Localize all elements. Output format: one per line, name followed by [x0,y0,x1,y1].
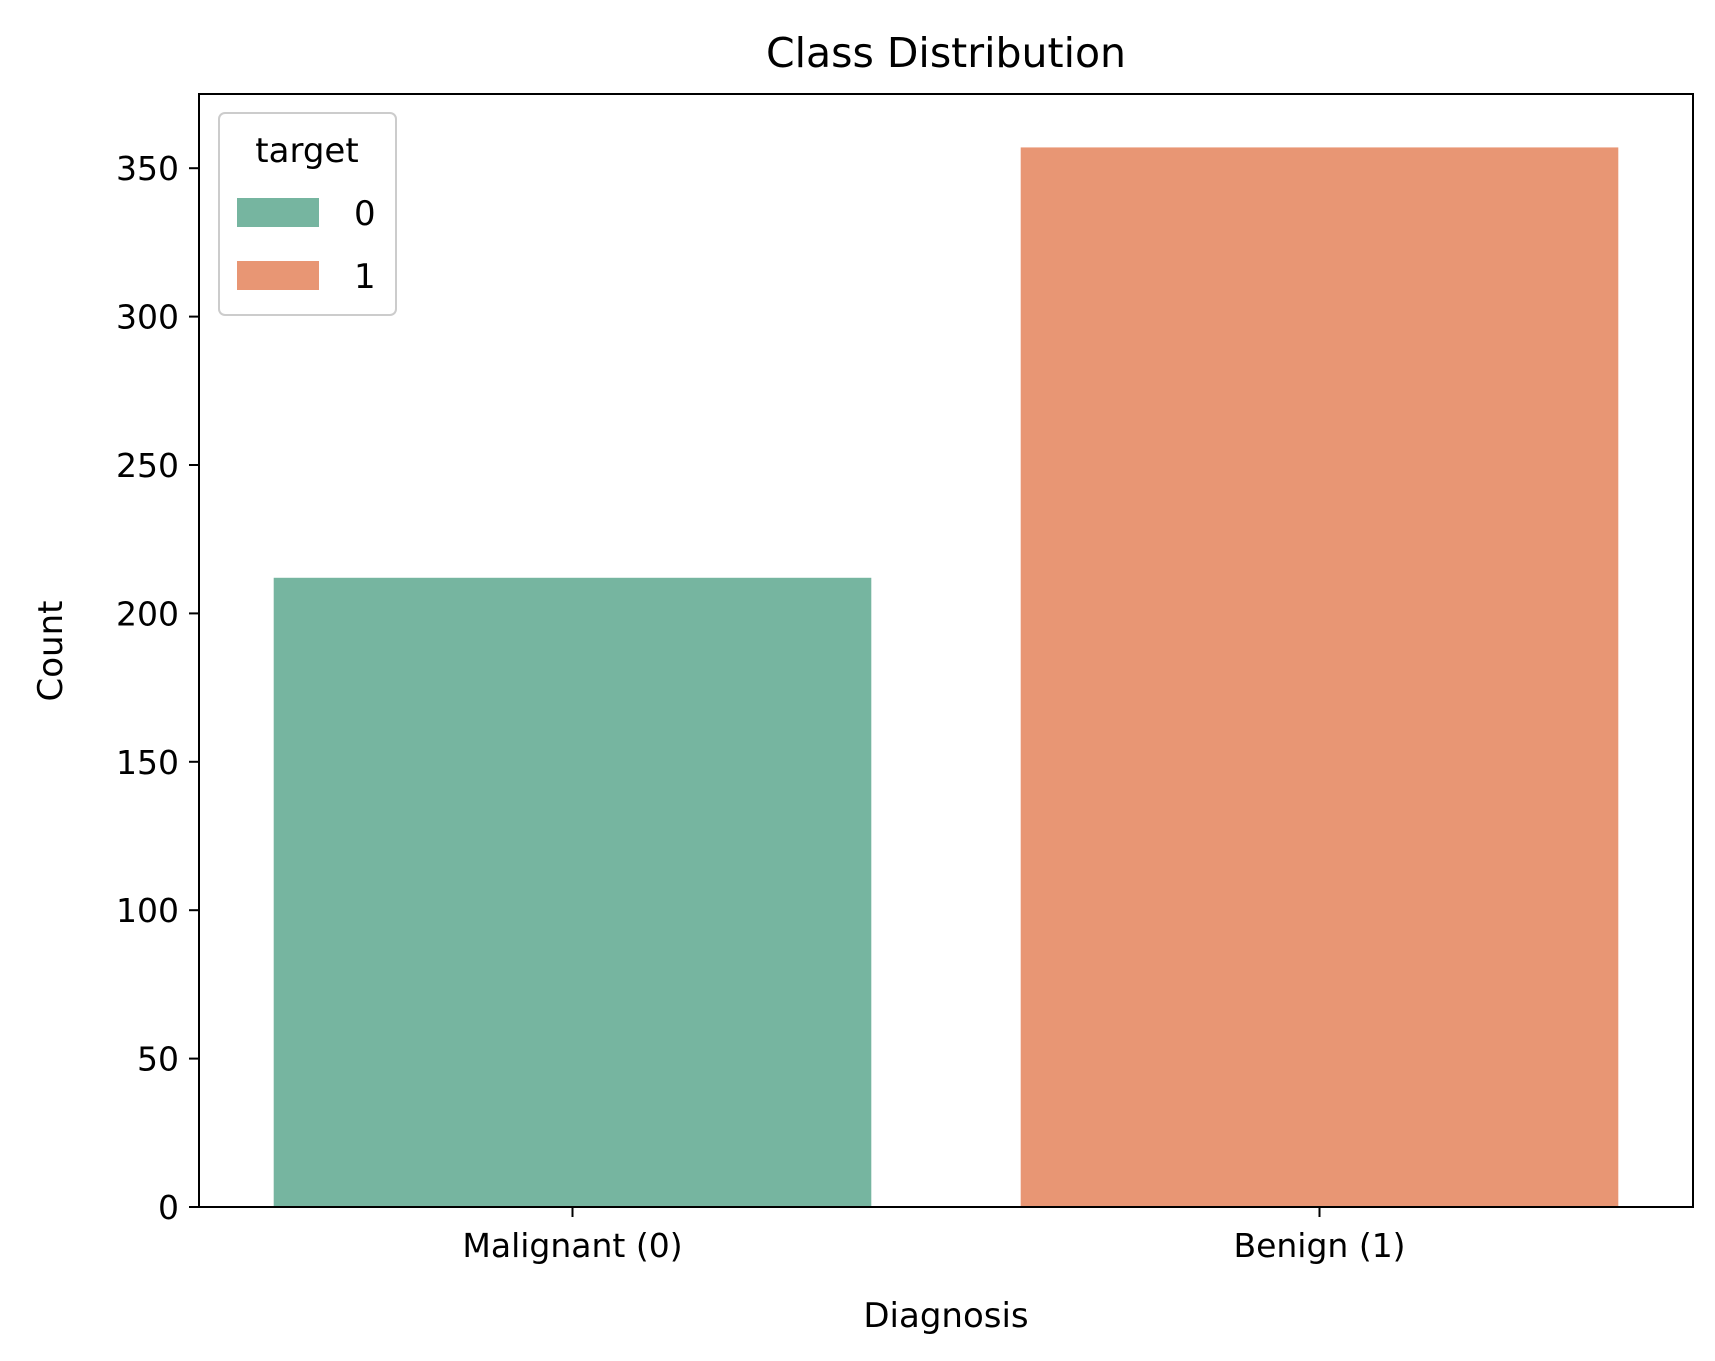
y-tick-label-3: 150 [116,743,179,782]
y-tick-label-4: 200 [116,594,179,633]
x-axis-label: Diagnosis [863,1296,1028,1336]
legend-label-1: 1 [354,257,376,297]
legend-label-0: 0 [354,194,376,234]
chart-title: Class Distribution [766,29,1126,77]
bar-1 [1020,147,1619,1208]
legend-swatch-1 [237,261,319,290]
plot-frame [198,93,1694,1208]
y-axis-label: Count [31,601,71,702]
y-tick-label-1: 50 [137,1040,179,1079]
x-tick-label-0: Malignant (0) [462,1226,682,1265]
y-tick-label-6: 300 [116,298,179,337]
x-axis-ticks: Malignant (0) Benign (1) [462,1207,1406,1265]
y-tick-label-2: 100 [116,891,179,930]
bars [273,147,1619,1208]
y-tick-label-0: 0 [158,1188,179,1227]
legend-title: target [255,131,358,171]
y-tick-label-7: 350 [116,149,179,188]
legend: target 0 1 [218,112,397,316]
y-tick-label-5: 250 [116,446,179,485]
bar-0 [273,577,872,1207]
y-axis-ticks: 0 50 100 150 200 250 300 350 [116,149,199,1227]
x-tick-label-1: Benign (1) [1233,1226,1405,1265]
legend-swatch-0 [237,198,319,227]
